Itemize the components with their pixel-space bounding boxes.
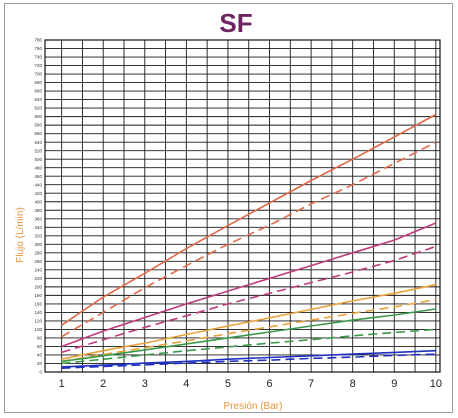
series-line-1 (61, 113, 437, 326)
y-tick-label: 380 (34, 208, 42, 213)
y-tick-label: 420 (34, 191, 42, 196)
y-tick-label: 680 (34, 80, 42, 85)
x-tick-label: 7 (308, 378, 314, 390)
chart-title: SF (219, 8, 252, 38)
y-tick-label: 440 (34, 182, 42, 187)
y-tick-label: 740 (34, 55, 42, 60)
series-line-6 (61, 298, 436, 363)
y-tick-label: 300 (34, 242, 42, 247)
y-tick-label: 620 (34, 106, 42, 111)
y-tick-label: 720 (34, 63, 42, 68)
y-tick-label: 120 (34, 319, 42, 324)
y-tick-label: 140 (34, 310, 42, 315)
grid (45, 39, 440, 373)
plot-border (44, 39, 441, 373)
y-tick-labels: 0 20 40 60 80 100 120 140 160 180 200 220 240 260 280 3… (34, 38, 42, 375)
y-tick-label: 100 (34, 327, 42, 332)
x-tick-label: 8 (350, 378, 356, 390)
y-tick-label: 780 (34, 38, 42, 43)
y-tick-label: 480 (34, 165, 42, 170)
x-tick-label: 9 (391, 378, 397, 390)
y-tick-label: 180 (34, 293, 42, 298)
series-line-5 (61, 283, 436, 360)
y-tick-label: 660 (34, 89, 42, 94)
chart-frame (4, 3, 453, 413)
y-axis-label: Flujo (L/min) (15, 207, 26, 263)
y-tick-label: 320 (34, 233, 42, 238)
y-tick-label: 400 (34, 199, 42, 204)
series-line-8 (61, 328, 436, 365)
series-line-7 (61, 308, 436, 363)
x-tick-label: 3 (142, 378, 148, 390)
y-tick-label: 500 (34, 157, 42, 162)
series-line-4 (61, 245, 437, 354)
y-tick-label: 760 (34, 46, 42, 51)
x-axis-label: Presión (Bar) (224, 401, 283, 412)
x-tick-label: 1 (59, 378, 65, 390)
y-tick-label: 580 (34, 123, 42, 128)
y-tick-label: 700 (34, 72, 42, 77)
y-tick-label: 560 (34, 131, 42, 136)
y-tick-label: 240 (34, 267, 42, 272)
y-tick-label: 340 (34, 225, 42, 230)
y-tick-label: 60 (37, 344, 43, 349)
x-tick-label: 10 (430, 378, 442, 390)
x-tick-label: 6 (266, 378, 272, 390)
y-tick-label: 540 (34, 140, 42, 145)
x-tick-label: 4 (183, 378, 189, 390)
x-tick-label: 2 (100, 378, 106, 390)
y-tick-label: 360 (34, 216, 42, 221)
y-tick-label: 260 (34, 259, 42, 264)
y-tick-label: 0 (39, 370, 42, 375)
y-tick-label: 40 (37, 353, 43, 358)
y-tick-label: 520 (34, 148, 42, 153)
series-line-2 (61, 141, 437, 338)
series-line-9 (61, 349, 436, 368)
y-tick-label: 640 (34, 97, 42, 102)
series-line-3 (61, 222, 437, 348)
series-lines (61, 113, 437, 369)
y-tick-label: 200 (34, 284, 42, 289)
y-tick-label: 220 (34, 276, 42, 281)
y-tick-label: 160 (34, 301, 42, 306)
y-tick-label: 600 (34, 114, 42, 119)
series-line-10 (61, 353, 436, 369)
y-tick-label: 20 (37, 361, 43, 366)
y-tick-label: 80 (37, 336, 43, 341)
x-tick-label: 5 (225, 378, 231, 390)
y-tick-label: 460 (34, 174, 42, 179)
y-tick-label: 280 (34, 250, 42, 255)
x-tick-labels: 1 2 3 4 5 6 7 8 9 10 (59, 378, 442, 390)
